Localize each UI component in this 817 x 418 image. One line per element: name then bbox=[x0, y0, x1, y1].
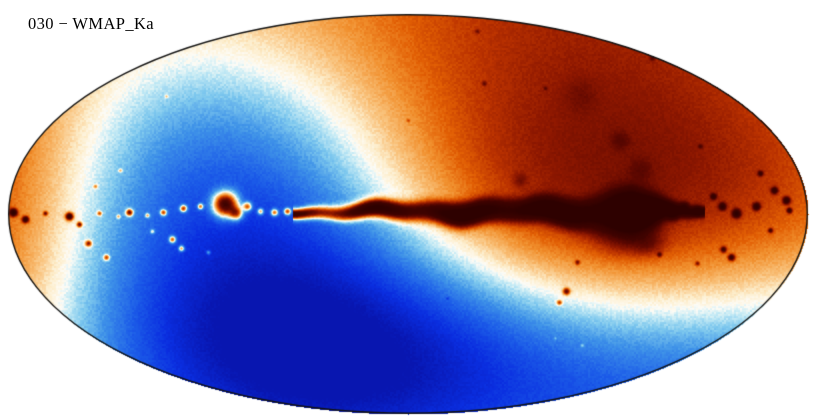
map-title: 030 − WMAP_Ka bbox=[28, 14, 155, 33]
